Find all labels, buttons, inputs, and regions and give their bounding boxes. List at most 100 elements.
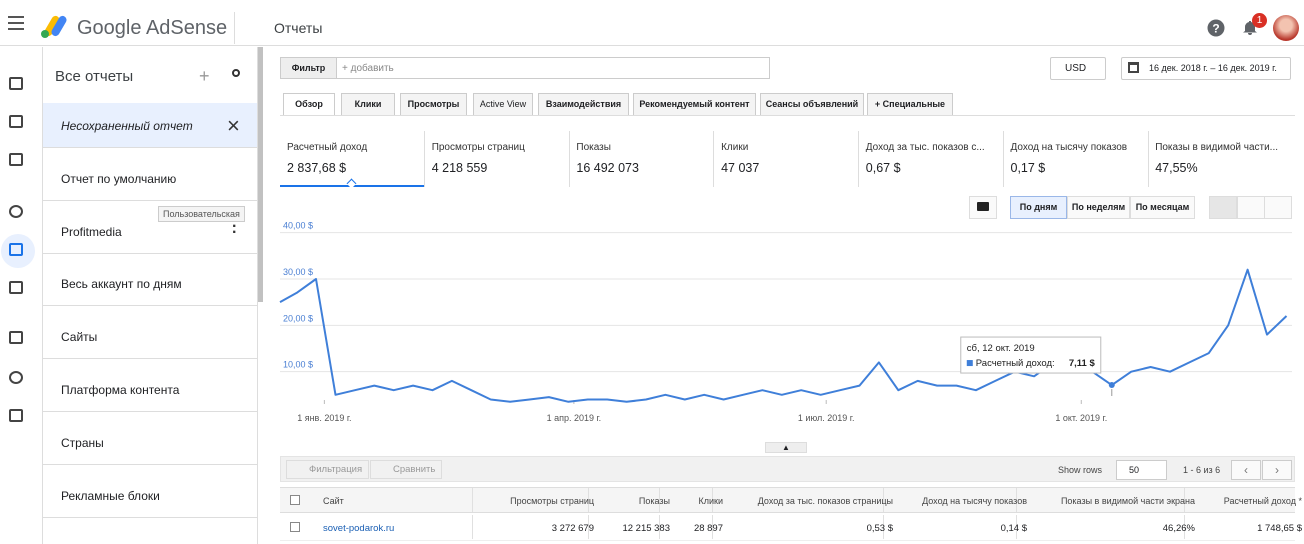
metric-card[interactable]: Доход на тысячу показов 0,17 $ <box>1004 131 1149 187</box>
chart-type-button[interactable] <box>1236 196 1265 219</box>
tab[interactable]: Сеансы объявлений <box>760 93 864 116</box>
report-item[interactable]: Сайты <box>43 313 257 359</box>
page-button[interactable]: › <box>1262 460 1292 480</box>
compare-button[interactable]: Сравнить <box>370 460 443 479</box>
nav-icon[interactable] <box>9 281 23 294</box>
main-area: Фильтр + добавить USD 16 дек. 2018 г. – 16 … <box>263 47 1304 544</box>
cell: 1 748,65 $ <box>1257 523 1302 534</box>
cell: 46,26% <box>1162 523 1195 534</box>
column-header[interactable]: Доход за тыс. показов страницы <box>757 496 893 506</box>
add-report[interactable]: + <box>199 66 210 86</box>
column-separator <box>883 488 884 512</box>
tab[interactable]: Клики <box>341 93 395 116</box>
metric-card[interactable]: Показы 16 492 073 <box>569 131 715 187</box>
nav-icon[interactable] <box>9 371 23 384</box>
granularity-button[interactable]: По месяцам <box>1130 196 1195 219</box>
report-item[interactable]: Страны <box>43 419 257 465</box>
column-header[interactable]: Сайт <box>323 496 344 506</box>
report-item[interactable]: Несохраненный отчет × <box>43 103 257 148</box>
granularity-button[interactable]: По неделям <box>1067 196 1130 219</box>
sidebar-title: Все отчеты <box>55 68 134 85</box>
tab[interactable]: Взаимодействия <box>538 93 629 116</box>
granularity-button[interactable]: По дням <box>1010 196 1067 219</box>
report-item[interactable]: Отчет по умолчанию <box>43 155 257 201</box>
filter-add[interactable]: + добавить <box>342 63 394 74</box>
chart-type-button[interactable] <box>1264 196 1292 219</box>
metric-card[interactable]: Показы в видимой части... 47,55% <box>1148 131 1293 187</box>
nav-icon[interactable] <box>9 77 23 90</box>
tab[interactable]: + Специальные <box>867 93 953 116</box>
chart-type-button[interactable] <box>1209 196 1237 219</box>
column-header[interactable]: Просмотры страниц <box>510 496 594 506</box>
column-header[interactable]: Показы <box>638 496 670 506</box>
column-separator <box>472 515 473 539</box>
column-header[interactable]: Клики <box>698 496 724 506</box>
reports-sidebar: Все отчеты + Несохраненный отчет × Отчет по … <box>42 47 258 544</box>
column-separator <box>712 515 713 539</box>
page-title: Отчеты <box>274 20 323 36</box>
metric-card[interactable]: Клики 47 037 <box>714 131 860 187</box>
column-header[interactable]: Показы в видимой части экрана <box>1060 496 1195 506</box>
menu-icon[interactable] <box>8 16 24 30</box>
table-row: sovet-podarok.ru 3 272 679 12 215 383 28 89… <box>280 515 1302 541</box>
report-item[interactable]: Платформа контента <box>43 366 257 412</box>
nav-icon[interactable] <box>9 409 23 422</box>
metric-label: Показы в видимой части... <box>1155 142 1279 153</box>
nav-icon[interactable] <box>9 205 23 218</box>
metric-value: 4 218 559 <box>431 161 488 175</box>
table-header: Сайт Просмотры страниц Показы Клики Доход за… <box>280 487 1302 513</box>
metric-value: 2 837,68 $ <box>287 161 347 175</box>
tab[interactable]: Обзор <box>283 93 335 116</box>
checkbox[interactable] <box>290 495 300 505</box>
column-separator <box>1016 488 1017 512</box>
metric-value: 16 492 073 <box>576 161 639 175</box>
help-icon[interactable]: ? <box>1207 19 1225 37</box>
column-separator <box>712 488 713 512</box>
tab[interactable]: Просмотры <box>400 93 467 116</box>
collapse-tab[interactable]: ▲ <box>765 442 807 453</box>
checkbox[interactable] <box>290 522 300 532</box>
column-header[interactable]: Расчетный доход * <box>1223 496 1302 506</box>
tab[interactable]: Рекомендуемый контент <box>633 93 756 116</box>
svg-text:?: ? <box>1212 22 1219 36</box>
report-item[interactable]: Весь аккаунт по дням <box>43 260 257 306</box>
close-icon[interactable]: × <box>227 113 240 138</box>
page-button[interactable]: ‹ <box>1231 460 1261 480</box>
nav-icon[interactable] <box>9 153 23 166</box>
calendar-icon <box>1128 62 1139 73</box>
report-name: Страны <box>61 436 104 450</box>
top-bar: Google AdSense Отчеты ? 1 <box>0 0 1304 46</box>
filter-table-button[interactable]: Фильтрация <box>286 460 370 479</box>
search-icon[interactable] <box>232 69 240 77</box>
metric-label: Расчетный доход <box>287 142 368 153</box>
date-range[interactable]: 16 дек. 2018 г. – 16 дек. 2019 г. <box>1121 57 1291 80</box>
column-separator <box>588 515 589 539</box>
report-name: Несохраненный отчет <box>61 119 193 133</box>
metric-label: Показы <box>576 142 611 153</box>
filter-button[interactable]: Фильтр <box>280 57 337 79</box>
report-name: Profitmedia <box>61 225 122 239</box>
divider <box>234 12 235 44</box>
tab[interactable]: Active View <box>473 93 533 116</box>
metric-card[interactable]: Доход за тыс. показов с... 0,67 $ <box>859 131 1004 187</box>
metric-card[interactable]: Просмотры страниц 4 218 559 <box>425 131 570 187</box>
metric-card[interactable]: Расчетный доход 2 837,68 $ <box>280 131 425 189</box>
adsense-logo <box>41 15 67 38</box>
nav-icon[interactable] <box>9 331 23 344</box>
avatar[interactable] <box>1273 15 1299 41</box>
rows-select[interactable]: 50 <box>1116 460 1167 480</box>
site-link[interactable]: sovet-podarok.ru <box>323 523 395 534</box>
tooltip: Пользовательская <box>158 206 245 222</box>
currency-select[interactable]: USD <box>1050 57 1106 80</box>
column-header[interactable]: Доход на тысячу показов <box>922 496 1027 506</box>
nav-icon[interactable] <box>9 243 23 256</box>
column-separator <box>1184 515 1185 539</box>
cell: 12 215 383 <box>622 523 670 534</box>
nav-icon[interactable] <box>9 115 23 128</box>
column-separator <box>472 488 473 512</box>
column-separator <box>883 515 884 539</box>
cell: 3 272 679 <box>551 523 594 534</box>
brand: Google AdSense <box>77 17 228 39</box>
report-item[interactable]: Рекламные блоки <box>43 472 257 518</box>
